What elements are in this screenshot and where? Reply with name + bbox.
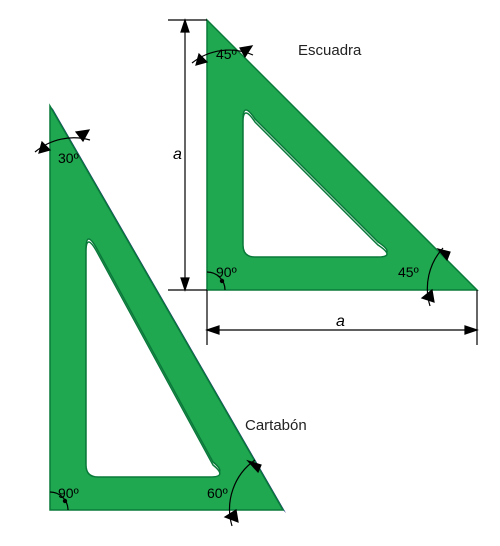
escuadra-angle-corner: 90º: [216, 264, 237, 280]
escuadra-angle-top: 45º: [216, 46, 237, 62]
escuadra-dim-v-label: a: [173, 146, 182, 164]
cartabon-angle-corner: 90º: [58, 485, 79, 501]
diagram-canvas: [0, 0, 500, 546]
escuadra-name: Escuadra: [298, 42, 361, 59]
cartabon-angle-top: 30º: [58, 150, 79, 166]
escuadra-angle-right: 45º: [398, 264, 419, 280]
cartabon-angle-right: 60º: [207, 485, 228, 501]
escuadra-dim-h-label: a: [336, 313, 345, 331]
cartabon-name: Cartabón: [245, 417, 307, 434]
